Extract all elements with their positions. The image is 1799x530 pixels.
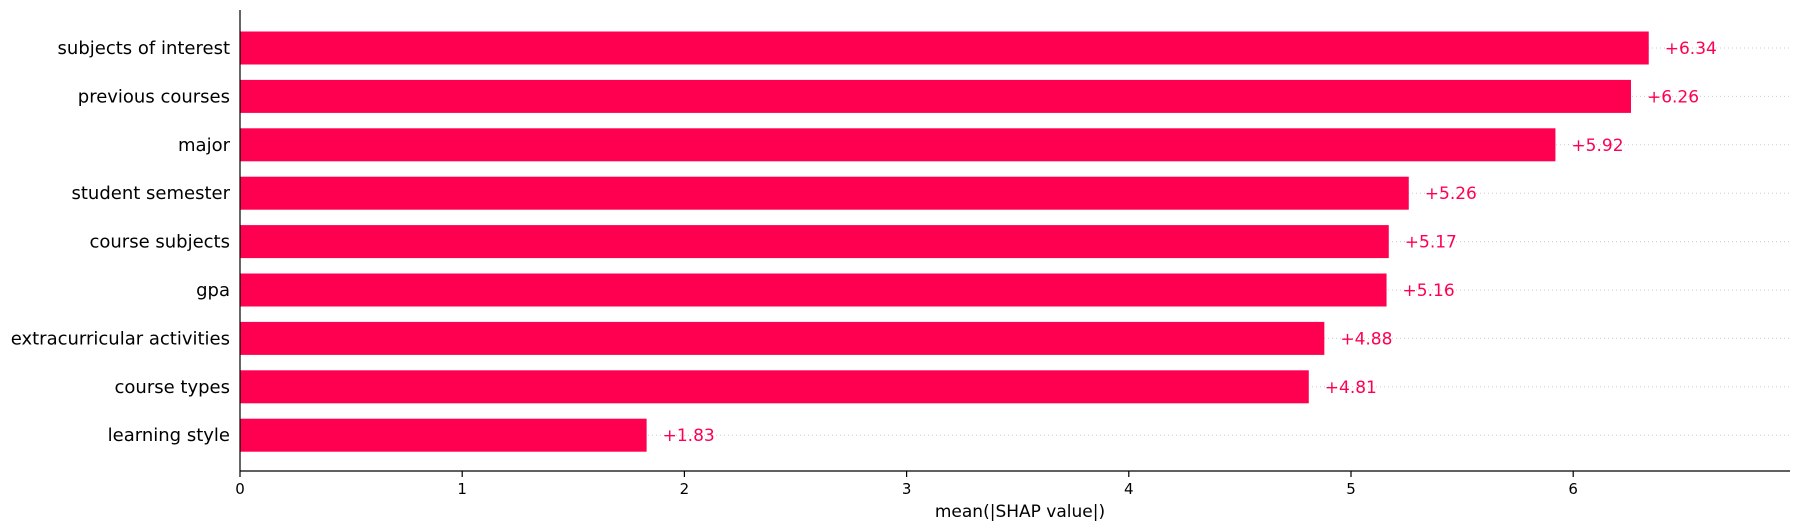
category-labels: subjects of interest previous courses majo… — [11, 38, 231, 446]
category-label-learning-style: learning style — [108, 425, 230, 446]
x-tick-label-6: 6 — [1568, 480, 1578, 498]
value-label-course-types: +4.81 — [1325, 378, 1377, 398]
x-tick-label-4: 4 — [1124, 480, 1134, 498]
value-label-learning-style: +1.83 — [663, 426, 715, 446]
category-label-course-subjects: course subjects — [89, 232, 230, 253]
category-label-previous-courses: previous courses — [78, 86, 230, 107]
value-label-gpa: +5.16 — [1403, 281, 1455, 301]
value-label-subjects-of-interest: +6.34 — [1665, 39, 1717, 59]
x-tick-label-1: 1 — [457, 480, 467, 498]
bar-course-subjects — [240, 225, 1389, 259]
x-tick-label-2: 2 — [680, 480, 690, 498]
x-tick-label-0: 0 — [235, 480, 245, 498]
category-label-subjects-of-interest: subjects of interest — [58, 38, 230, 59]
x-tick-label-5: 5 — [1346, 480, 1356, 498]
category-label-gpa: gpa — [196, 280, 230, 301]
bar-extracurricular-activities — [240, 321, 1325, 355]
bar-previous-courses — [240, 79, 1631, 113]
axes: 0 1 2 3 4 5 6 — [235, 10, 1790, 498]
value-label-course-subjects: +5.17 — [1405, 233, 1457, 253]
value-labels: +6.34 +6.26 +5.92 +5.26 +5.17 +5.16 +4.88 +4.81… — [663, 39, 1717, 446]
x-axis-title: mean(|SHAP value|) — [935, 502, 1105, 522]
bar-learning-style — [240, 418, 647, 452]
bars — [240, 31, 1649, 452]
bar-student-semester — [240, 176, 1409, 210]
category-label-course-types: course types — [115, 377, 230, 398]
bar-course-types — [240, 370, 1309, 404]
bar-subjects-of-interest — [240, 31, 1649, 65]
category-label-major: major — [178, 135, 231, 156]
value-label-student-semester: +5.26 — [1425, 184, 1477, 204]
category-label-extracurricular-activities: extracurricular activities — [11, 328, 230, 349]
x-tick-label-3: 3 — [902, 480, 912, 498]
value-label-extracurricular-activities: +4.88 — [1340, 329, 1392, 349]
value-label-major: +5.92 — [1571, 136, 1623, 156]
category-label-student-semester: student semester — [71, 183, 230, 204]
bar-major — [240, 128, 1556, 162]
bar-gpa — [240, 273, 1387, 307]
value-label-previous-courses: +6.26 — [1647, 87, 1699, 107]
